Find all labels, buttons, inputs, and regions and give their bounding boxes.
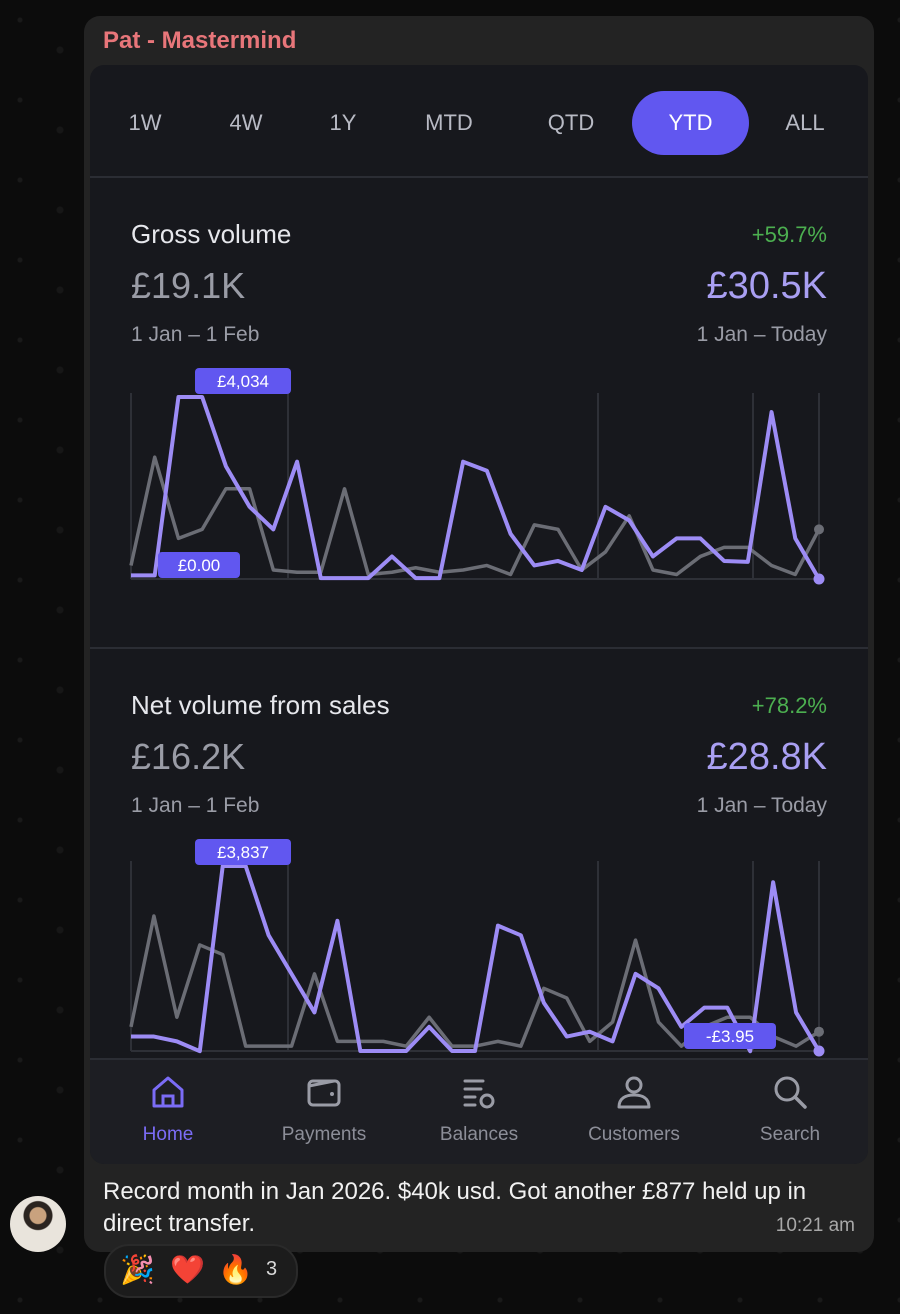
wallet-icon (307, 1079, 341, 1107)
net-volume-chart[interactable]: £3,837 -£3.95 (90, 829, 868, 1059)
nav-search[interactable]: Search (712, 1060, 868, 1164)
tab-qtd[interactable]: QTD (547, 110, 595, 135)
tab-mtd[interactable]: MTD (425, 110, 473, 135)
balances-icon (463, 1079, 495, 1109)
tab-1y[interactable]: 1Y (329, 110, 357, 135)
net-change-percent: +78.2% (751, 693, 827, 718)
fire-icon[interactable]: 🔥 (218, 1253, 253, 1286)
gross-change-percent: +59.7% (751, 222, 827, 247)
heart-icon[interactable]: ❤️ (170, 1253, 205, 1286)
tab-4w[interactable]: 4W (229, 110, 263, 135)
bottom-nav: Home Payments Balances Customers Search (90, 1058, 868, 1164)
divider (90, 176, 868, 178)
net-previous-value: £16.2K (131, 736, 246, 777)
net-previous-range: 1 Jan – 1 Feb (131, 794, 260, 817)
gross-volume-title: Gross volume (131, 219, 292, 249)
message-text: Record month in Jan 2026. $40k usd. Got … (103, 1178, 807, 1237)
tab-ytd[interactable]: YTD (632, 91, 749, 155)
gross-previous-range: 1 Jan – 1 Feb (131, 323, 260, 346)
party-popper-icon[interactable]: 🎉 (120, 1253, 155, 1286)
net-current-value: £28.8K (706, 736, 827, 778)
net-volume-title: Net volume from sales (131, 690, 390, 720)
max-value-label: £4,034 (195, 368, 291, 394)
svg-text:£3,837: £3,837 (217, 843, 269, 862)
sender-name[interactable]: Pat - Mastermind (103, 27, 297, 54)
nav-customers-label: Customers (588, 1124, 680, 1145)
min-value-label: -£3.95 (684, 1023, 776, 1049)
net-current-range: 1 Jan – Today (696, 794, 827, 817)
reaction-count: 3 (266, 1258, 278, 1280)
previous-end-point (814, 524, 824, 535)
current-series-line (131, 395, 821, 581)
nav-home[interactable]: Home (90, 1060, 246, 1164)
gross-current-value: £30.5K (706, 265, 827, 307)
previous-series-line (129, 455, 821, 577)
previous-end-point (814, 1026, 824, 1037)
nav-home-label: Home (142, 1124, 194, 1145)
max-value-label: £3,837 (195, 839, 291, 865)
nav-balances-label: Balances (439, 1124, 519, 1145)
current-end-point (813, 573, 825, 585)
reactions-bar[interactable]: 🎉 ❤️ 🔥 3 (104, 1244, 298, 1298)
nav-search-label: Search (759, 1124, 821, 1145)
message-time: 10:21 am (775, 1215, 855, 1236)
gross-previous-value: £19.1K (131, 265, 246, 306)
svg-text:-£3.95: -£3.95 (706, 1027, 754, 1046)
period-tabs: 1W 4W 1Y MTD QTD YTD ALL (90, 65, 868, 177)
gross-volume-chart[interactable]: £4,034 £0.00 (90, 363, 868, 603)
min-value-label: £0.00 (158, 552, 240, 578)
svg-text:£0.00: £0.00 (178, 556, 221, 575)
nav-payments[interactable]: Payments (246, 1060, 402, 1164)
nav-payments-label: Payments (281, 1124, 367, 1145)
svg-text:£4,034: £4,034 (217, 372, 269, 391)
search-icon (774, 1076, 807, 1109)
gross-current-range: 1 Jan – Today (696, 323, 827, 346)
nav-customers[interactable]: Customers (556, 1060, 712, 1164)
current-series-line (131, 864, 821, 1054)
tab-1w[interactable]: 1W (128, 110, 162, 135)
current-end-point (813, 1045, 825, 1057)
attached-screenshot[interactable]: 1W 4W 1Y MTD QTD YTD ALL Gross volume +5… (90, 65, 868, 1164)
home-icon (152, 1076, 184, 1108)
nav-balances[interactable]: Balances (401, 1060, 557, 1164)
tab-all[interactable]: ALL (785, 110, 825, 135)
divider (90, 647, 868, 649)
avatar[interactable] (10, 1196, 66, 1252)
person-icon (617, 1076, 651, 1109)
